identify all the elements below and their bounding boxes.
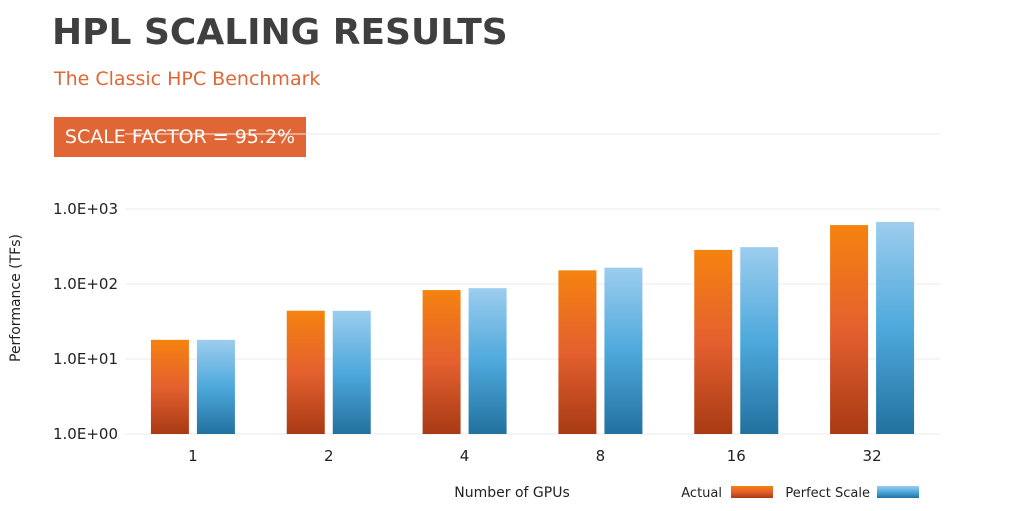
x-tick-label: 16 (727, 447, 746, 465)
x-axis-ticks: 1 2 4 8 16 32 (188, 447, 881, 465)
x-tick-label: 2 (324, 447, 334, 465)
bar-actual-8 (558, 270, 597, 434)
x-tick-label: 32 (863, 447, 882, 465)
y-tick-label: 1.0E+02 (53, 275, 118, 293)
chart-title: HPL SCALING RESULTS (52, 12, 508, 53)
y-axis-ticks: 1.0E+00 1.0E+01 1.0E+02 1.0E+03 (53, 200, 118, 443)
x-tick-label: 4 (460, 447, 470, 465)
bar-actual-32 (830, 225, 869, 434)
bar-perfect-scale-2 (332, 310, 371, 434)
bar-perfect-scale-8 (604, 267, 643, 434)
gridlines (125, 133, 940, 435)
bar-actual-4 (422, 290, 461, 434)
scale-factor-badge: SCALE FACTOR = 95.2% (54, 117, 306, 157)
x-tick-label: 1 (188, 447, 198, 465)
y-tick-label: 1.0E+00 (53, 425, 118, 443)
legend-label-perfect-scale: Perfect Scale (785, 486, 870, 501)
bar-perfect-scale-32 (876, 222, 915, 434)
bar-perfect-scale-4 (468, 288, 507, 434)
chart-subtitle: The Classic HPC Benchmark (54, 68, 321, 90)
bar-perfect-scale-16 (740, 247, 779, 434)
legend-swatch-actual (731, 486, 773, 498)
x-tick-label: 8 (596, 447, 606, 465)
bar-perfect-scale-1 (196, 339, 235, 434)
y-tick-label: 1.0E+03 (53, 200, 118, 218)
bar-actual-2 (286, 310, 325, 434)
x-axis-title: Number of GPUs (454, 485, 569, 501)
legend-swatch-perfect-scale (877, 486, 919, 498)
y-tick-label: 1.0E+01 (53, 350, 118, 368)
legend-label-actual: Actual (681, 486, 722, 501)
bars (150, 222, 915, 434)
bar-actual-16 (694, 249, 733, 434)
bar-actual-1 (150, 339, 189, 434)
y-axis-title: Performance (TFs) (8, 234, 24, 362)
legend: Actual Perfect Scale (681, 486, 919, 501)
